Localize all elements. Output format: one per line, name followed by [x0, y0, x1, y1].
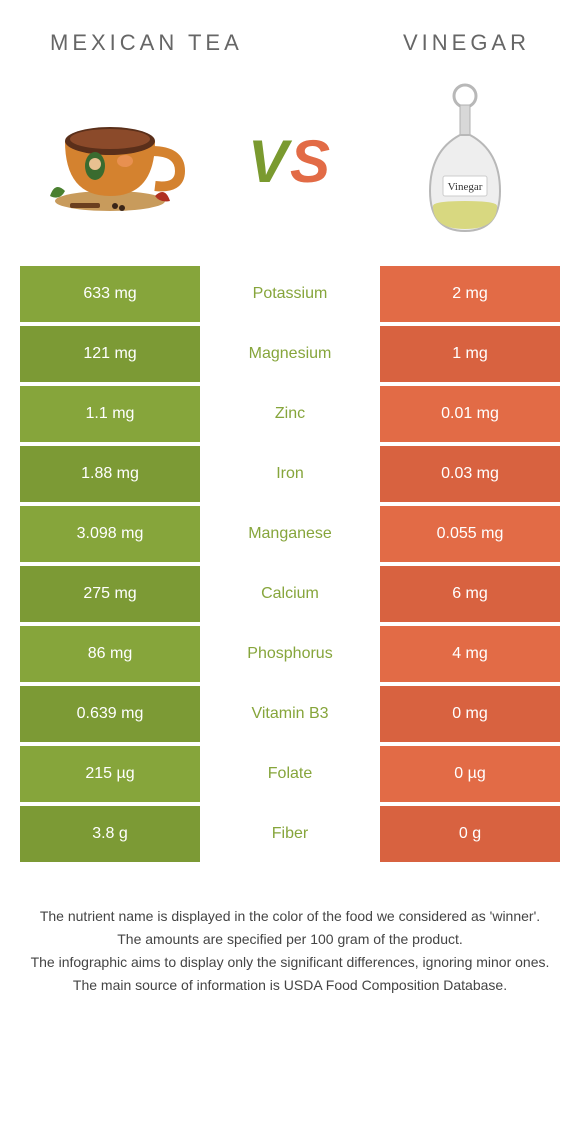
footer-line: The main source of information is USDA F…: [30, 975, 550, 996]
header: MEXICAN TEA VINEGAR: [0, 0, 580, 66]
nutrient-row: 215 µgFolate0 µg: [20, 746, 560, 802]
left-value: 1.1 mg: [20, 386, 200, 442]
nutrient-row: 275 mgCalcium6 mg: [20, 566, 560, 622]
left-value: 3.8 g: [20, 806, 200, 862]
nutrient-label: Potassium: [200, 266, 380, 322]
right-value: 6 mg: [380, 566, 560, 622]
vinegar-icon: Vinegar: [390, 86, 540, 236]
left-value: 275 mg: [20, 566, 200, 622]
right-value: 0.01 mg: [380, 386, 560, 442]
vs-label: VS: [248, 127, 332, 196]
nutrient-row: 1.88 mgIron0.03 mg: [20, 446, 560, 502]
nutrient-row: 633 mgPotassium2 mg: [20, 266, 560, 322]
nutrient-label: Zinc: [200, 386, 380, 442]
nutrient-label: Calcium: [200, 566, 380, 622]
footer-line: The amounts are specified per 100 gram o…: [30, 929, 550, 950]
nutrient-label: Folate: [200, 746, 380, 802]
nutrient-label: Magnesium: [200, 326, 380, 382]
footer-notes: The nutrient name is displayed in the co…: [0, 866, 580, 1018]
left-food-title: MEXICAN TEA: [50, 30, 243, 56]
nutrient-label: Phosphorus: [200, 626, 380, 682]
nutrient-row: 3.8 gFiber0 g: [20, 806, 560, 862]
right-value: 0 µg: [380, 746, 560, 802]
nutrient-row: 1.1 mgZinc0.01 mg: [20, 386, 560, 442]
right-value: 0 g: [380, 806, 560, 862]
right-value: 4 mg: [380, 626, 560, 682]
left-value: 0.639 mg: [20, 686, 200, 742]
left-value: 121 mg: [20, 326, 200, 382]
right-value: 2 mg: [380, 266, 560, 322]
nutrient-table: 633 mgPotassium2 mg121 mgMagnesium1 mg1.…: [0, 266, 580, 862]
right-value: 0.055 mg: [380, 506, 560, 562]
footer-line: The nutrient name is displayed in the co…: [30, 906, 550, 927]
right-value: 1 mg: [380, 326, 560, 382]
nutrient-label: Iron: [200, 446, 380, 502]
mexican-tea-icon: [40, 86, 190, 236]
nutrient-row: 3.098 mgManganese0.055 mg: [20, 506, 560, 562]
nutrient-label: Vitamin B3: [200, 686, 380, 742]
nutrient-row: 0.639 mgVitamin B30 mg: [20, 686, 560, 742]
left-value: 86 mg: [20, 626, 200, 682]
right-food-title: VINEGAR: [403, 30, 530, 56]
left-value: 633 mg: [20, 266, 200, 322]
right-value: 0 mg: [380, 686, 560, 742]
left-value: 3.098 mg: [20, 506, 200, 562]
nutrient-row: 121 mgMagnesium1 mg: [20, 326, 560, 382]
nutrient-label: Fiber: [200, 806, 380, 862]
left-value: 1.88 mg: [20, 446, 200, 502]
nutrient-row: 86 mgPhosphorus4 mg: [20, 626, 560, 682]
nutrient-label: Manganese: [200, 506, 380, 562]
footer-line: The infographic aims to display only the…: [30, 952, 550, 973]
images-row: VS Vinegar: [0, 66, 580, 266]
left-value: 215 µg: [20, 746, 200, 802]
svg-text:Vinegar: Vinegar: [448, 181, 483, 193]
right-value: 0.03 mg: [380, 446, 560, 502]
